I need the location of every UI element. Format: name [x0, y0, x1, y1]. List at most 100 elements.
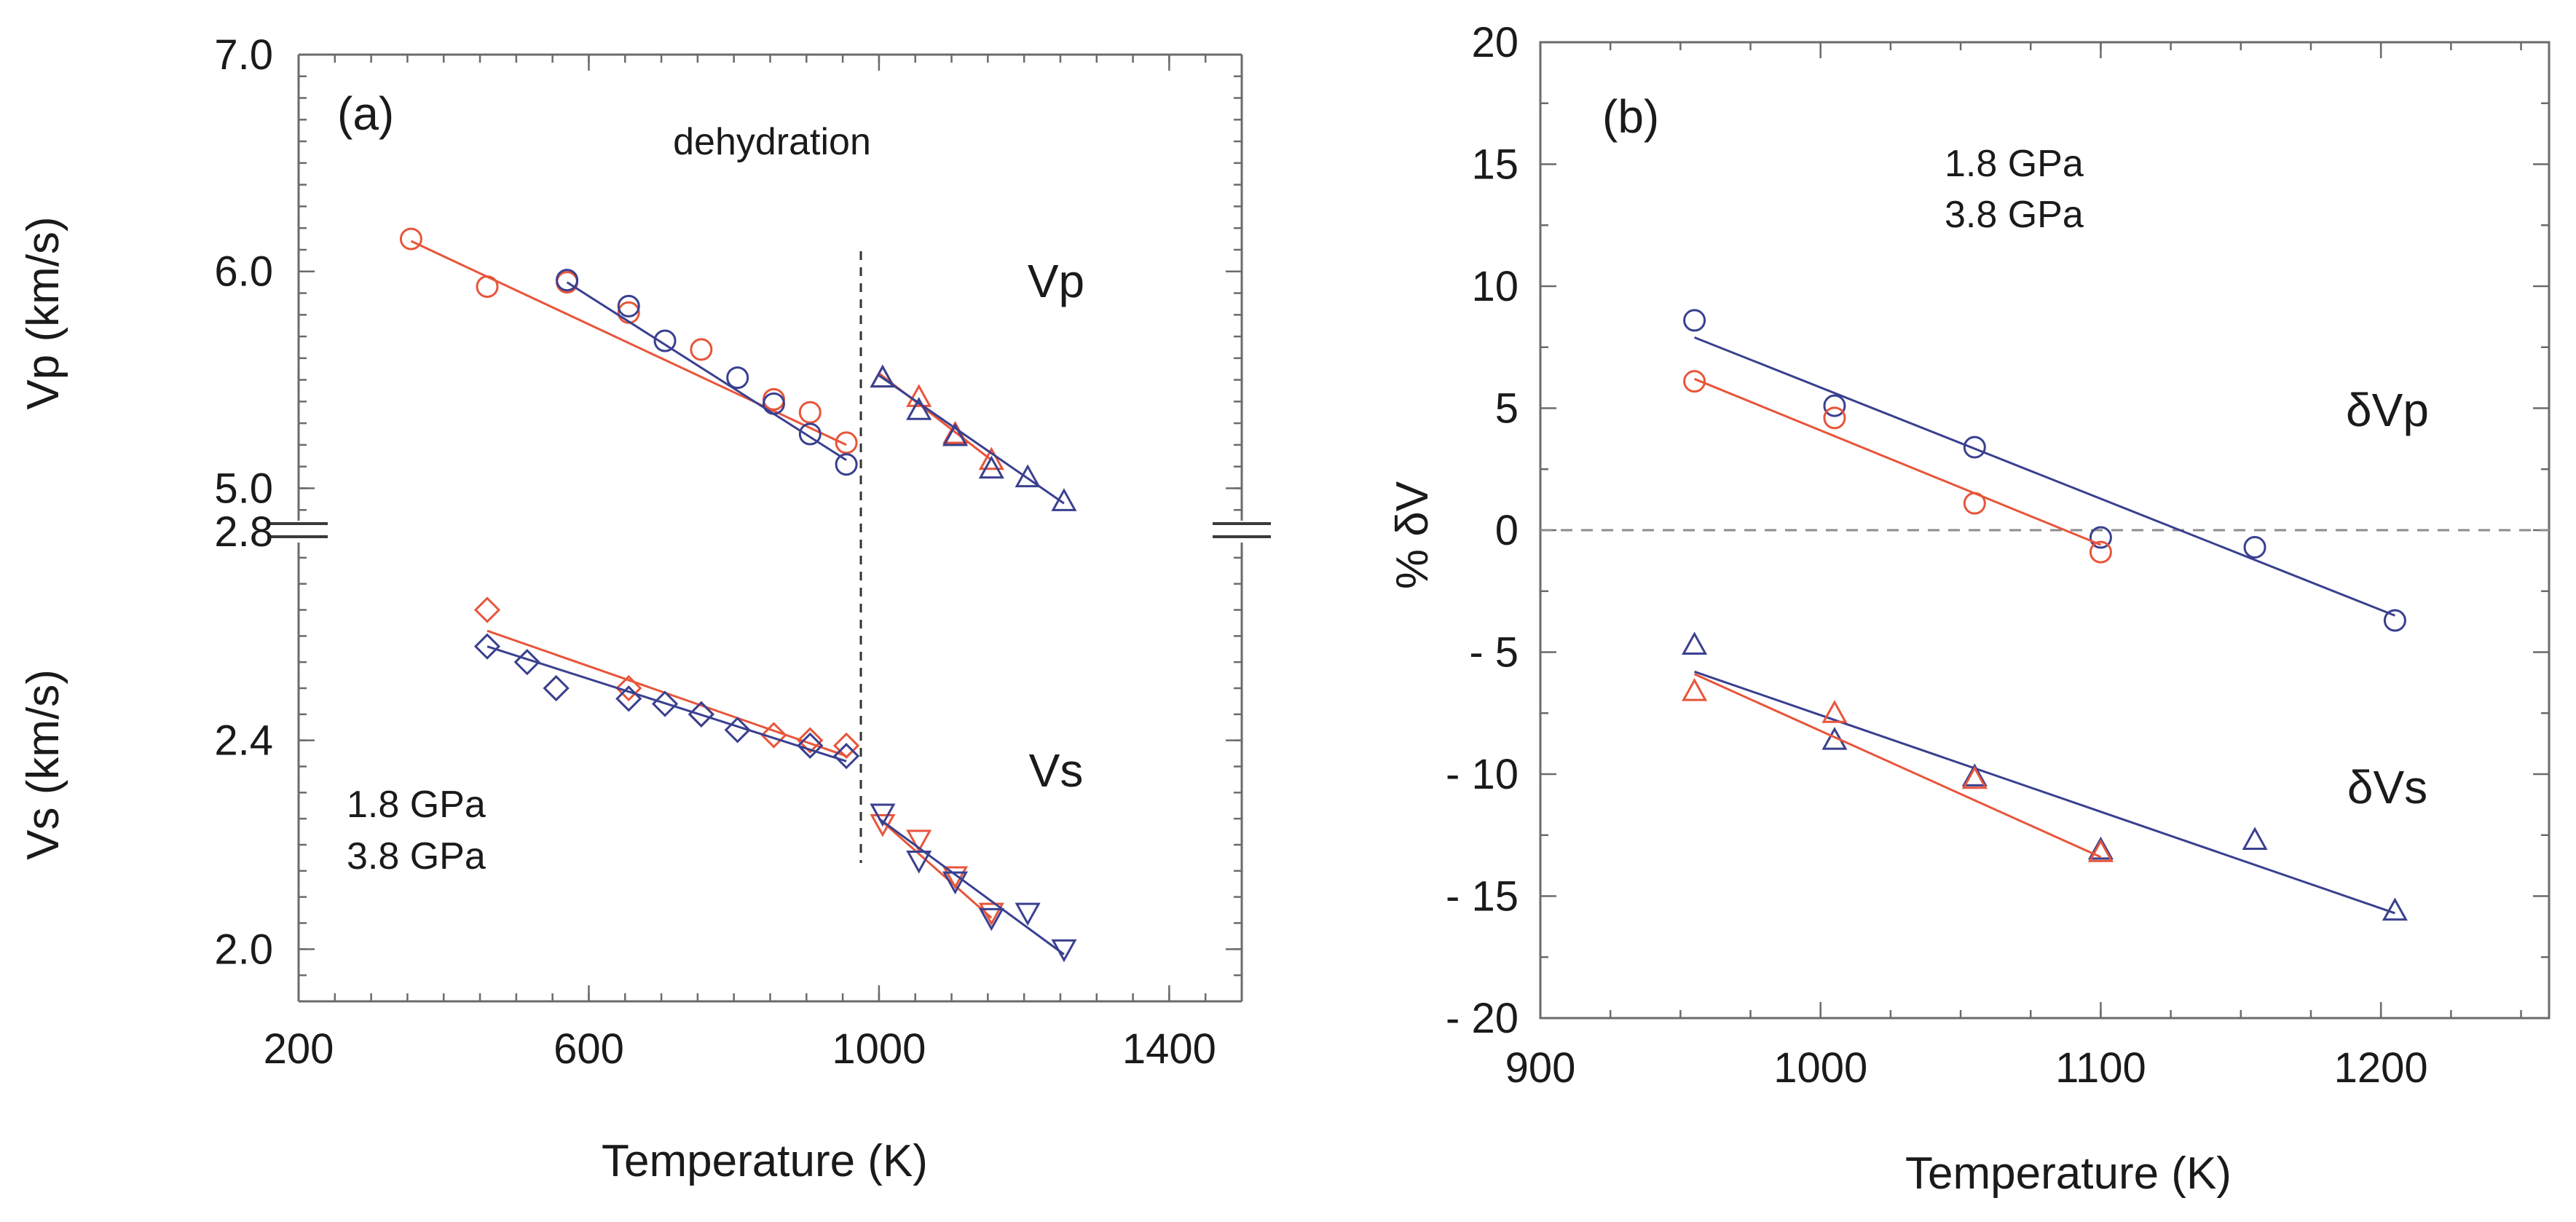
data-point	[543, 674, 570, 702]
data-point	[1683, 309, 1706, 332]
delta-vp-label: δVp	[2346, 384, 2429, 436]
data-point	[653, 329, 677, 352]
data-point	[1823, 406, 1846, 430]
y-tick-label: 0	[1495, 507, 1519, 554]
data-point	[942, 866, 969, 890]
y-tick-label: 5	[1495, 385, 1519, 433]
y-tick-label: 2.8	[214, 508, 273, 556]
data-point	[543, 674, 570, 702]
y-tick-label: - 5	[1469, 629, 1519, 677]
x-tick-label: 200	[264, 1025, 334, 1073]
panel-b-label: (b)	[1602, 90, 1659, 143]
data-point	[2383, 609, 2406, 632]
panel-a-marks: 200 600 1000 1400 5.0 6.0 7.0 2.0 2.4 2.8	[214, 31, 1271, 1073]
data-point	[832, 743, 860, 770]
vs-label: Vs	[1029, 744, 1084, 797]
data-point	[473, 596, 501, 623]
fit-line	[1693, 673, 2102, 859]
fit-line	[1694, 670, 2395, 915]
data-point	[835, 453, 858, 476]
x-tick-label: 1200	[2334, 1044, 2428, 1092]
data-point	[906, 851, 932, 874]
legend-b-3-8-gpa: 3.8 GPa	[1945, 194, 2084, 236]
data-point	[513, 649, 540, 676]
data-point	[797, 732, 824, 759]
data-point	[760, 722, 787, 749]
y-tick-label: - 15	[1446, 873, 1519, 921]
y-tick-label: 2.4	[214, 717, 273, 765]
data-point	[556, 269, 579, 292]
data-point	[832, 732, 860, 759]
data-point	[615, 685, 642, 712]
data-point	[835, 431, 858, 454]
data-point	[473, 633, 501, 660]
panel-a: 200 600 1000 1400 5.0 6.0 7.0 2.0 2.4 2.8 (a) deh…	[18, 31, 1271, 1186]
legend-3-8-gpa: 3.8 GPa	[347, 835, 486, 878]
data-point	[617, 301, 640, 324]
data-point	[942, 871, 969, 895]
data-point	[399, 227, 422, 251]
fit-line	[1694, 336, 2395, 617]
data-point	[1821, 700, 1848, 723]
data-point	[2243, 535, 2266, 559]
y-tick-label: 15	[1471, 141, 1519, 189]
data-point	[690, 338, 713, 361]
data-point	[1015, 464, 1041, 488]
data-point	[798, 401, 822, 424]
y-tick-label: 10	[1471, 263, 1519, 310]
data-point	[906, 397, 932, 420]
data-point	[978, 907, 1004, 931]
data-point	[1823, 394, 1846, 417]
data-point	[2382, 897, 2408, 921]
data-point	[906, 384, 932, 407]
data-point	[726, 366, 749, 390]
data-point	[2087, 839, 2114, 862]
data-point	[2089, 526, 2112, 549]
data-point	[797, 727, 824, 754]
data-point	[978, 446, 1004, 470]
x-tick-label: 1000	[832, 1025, 926, 1073]
delta-vs-label: δVs	[2347, 761, 2427, 813]
data-point	[1051, 939, 1077, 963]
fit-line	[878, 817, 1065, 955]
data-point	[1963, 492, 1986, 515]
data-point	[688, 701, 714, 728]
data-point	[2087, 836, 2114, 860]
y-axis-title-b: % δV	[1387, 481, 1438, 589]
y-tick-label: 5.0	[214, 465, 273, 512]
data-point	[1682, 631, 1708, 655]
data-point	[2089, 540, 2112, 564]
data-point	[762, 392, 785, 415]
fit-line	[410, 240, 847, 446]
y-tick-label: 20	[1471, 19, 1519, 66]
x-tick-label: 600	[554, 1025, 624, 1073]
data-point	[870, 364, 896, 388]
dehydration-annotation: dehydration	[673, 121, 871, 163]
data-point	[762, 387, 785, 411]
x-tick-label: 1400	[1122, 1025, 1216, 1073]
data-point	[651, 690, 679, 717]
x-tick-label: 1100	[2055, 1044, 2146, 1092]
y-tick-label: - 10	[1446, 751, 1519, 798]
data-point	[615, 674, 642, 702]
y-axis-title-vp: Vp (km/s)	[18, 216, 68, 409]
data-point	[1963, 435, 1986, 459]
data-point	[1682, 678, 1708, 701]
data-point	[798, 422, 822, 446]
data-point	[942, 422, 969, 446]
data-point	[1961, 765, 1988, 789]
panel-a-label: (a)	[337, 87, 394, 140]
x-tick-label: 1000	[1773, 1044, 1867, 1092]
data-point	[2242, 827, 2268, 850]
x-axis-title-b: Temperature (K)	[1905, 1148, 2232, 1199]
x-tick-label: 900	[1505, 1044, 1576, 1092]
y-tick-label: 2.0	[214, 926, 273, 973]
data-point	[617, 294, 640, 318]
y-tick-label: 7.0	[214, 31, 273, 79]
data-point	[978, 455, 1004, 479]
data-point	[1821, 727, 1848, 750]
data-point	[476, 275, 499, 299]
data-point	[1051, 488, 1077, 511]
y-axis-title-vs: Vs (km/s)	[18, 669, 68, 860]
